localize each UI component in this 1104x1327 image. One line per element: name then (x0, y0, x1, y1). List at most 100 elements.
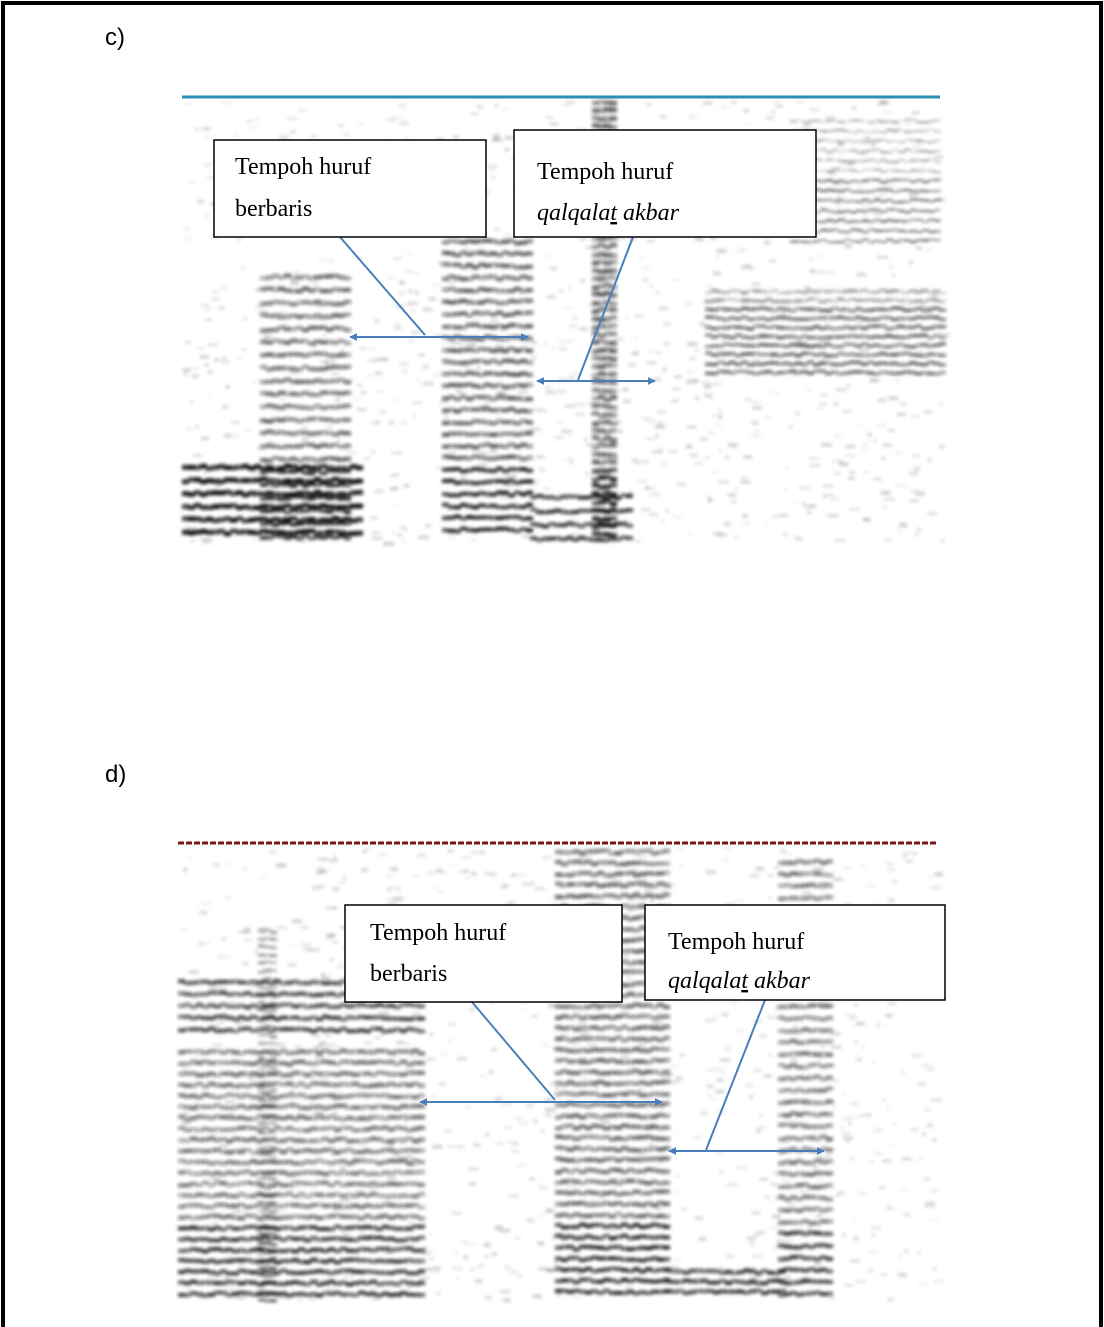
spectrogram-texture (712, 413, 716, 418)
spectrogram-texture (218, 503, 225, 509)
spectrogram-texture (357, 121, 363, 126)
spectrogram-texture (478, 443, 485, 448)
spectrogram-texture (897, 299, 904, 303)
spectrogram-texture (302, 364, 309, 369)
spectrogram-texture (826, 170, 833, 173)
spectrogram-texture (212, 1222, 218, 1225)
spectrogram-texture (334, 1224, 341, 1229)
spectrogram-texture (844, 130, 851, 133)
spectrogram-texture (190, 1171, 197, 1176)
spectrogram-texture (292, 1257, 299, 1262)
spectrogram-texture (232, 1204, 239, 1209)
spectrogram-texture (841, 1092, 846, 1096)
spectrogram-texture (514, 490, 521, 495)
spectrogram-texture (615, 895, 622, 900)
spectrogram-texture (340, 1198, 351, 1202)
spectrogram-texture (178, 1204, 185, 1209)
spectrogram-texture (326, 443, 333, 448)
spectrogram-texture (610, 442, 617, 448)
spectrogram-texture (717, 307, 724, 311)
spectrogram-texture (190, 1258, 197, 1263)
spectrogram-texture (358, 1182, 365, 1187)
spectrogram-texture (927, 315, 934, 319)
spectrogram-texture (789, 342, 796, 346)
spectrogram-texture (802, 240, 809, 243)
spectrogram-texture (394, 1115, 401, 1120)
spectrogram-texture (320, 390, 327, 395)
spectrogram-texture (190, 1193, 197, 1198)
spectrogram-texture (466, 468, 473, 473)
spectrogram-texture (290, 327, 297, 332)
spectrogram-texture (751, 1255, 762, 1258)
spectrogram-texture (298, 1236, 305, 1241)
spectrogram-texture (425, 1267, 434, 1272)
spectrogram-texture (314, 416, 321, 421)
spectrogram-texture (502, 358, 509, 363)
spectrogram-texture (478, 480, 485, 485)
spectrogram-texture (671, 514, 676, 517)
spectrogram-texture (208, 1061, 215, 1066)
spectrogram-texture (308, 504, 315, 510)
spectrogram-texture (604, 235, 611, 241)
spectrogram-texture (208, 1016, 215, 1021)
spectrogram-texture (340, 1003, 347, 1008)
spectrogram-texture (787, 1202, 796, 1207)
spectrogram-texture (272, 483, 279, 488)
spectrogram-texture (316, 1237, 323, 1242)
spectrogram-texture (256, 1216, 263, 1221)
spectrogram-texture (202, 1249, 209, 1254)
spectrogram-texture (226, 1160, 233, 1165)
spectrogram-texture (302, 470, 309, 475)
spectrogram-texture (236, 529, 243, 535)
spectrogram-texture (358, 1192, 365, 1197)
spectrogram-texture (779, 849, 786, 852)
spectrogram-texture (837, 335, 844, 339)
spectrogram-texture (759, 316, 766, 320)
spectrogram-texture (370, 1060, 377, 1065)
spectrogram-texture (508, 238, 515, 243)
spectrogram-texture (577, 1022, 587, 1026)
spectrogram-texture (341, 1232, 349, 1237)
spectrogram-texture (610, 124, 617, 130)
spectrogram-texture (184, 341, 192, 344)
spectrogram-texture (301, 943, 312, 946)
spectrogram-texture (910, 218, 917, 221)
spectrogram-texture (453, 1251, 460, 1256)
spectrogram-texture (477, 105, 484, 109)
spectrogram-texture (266, 367, 273, 372)
spectrogram-texture (898, 178, 905, 181)
spectrogram-texture (928, 218, 935, 221)
spectrogram-texture (308, 288, 315, 293)
spectrogram-texture (886, 1107, 891, 1111)
spectrogram-texture (304, 981, 311, 986)
spectrogram-texture (379, 409, 386, 414)
spectrogram-texture (610, 383, 620, 387)
spectrogram-texture (224, 1275, 229, 1280)
spectrogram-texture (592, 108, 599, 114)
spectrogram-texture (332, 1097, 336, 1101)
spectrogram-texture (922, 140, 929, 143)
spectrogram-texture (610, 394, 617, 400)
spectrogram-texture (604, 509, 611, 515)
spectrogram-texture (405, 1042, 410, 1046)
spectrogram-texture (238, 930, 250, 934)
spectrogram-texture (308, 442, 315, 447)
spectrogram-texture (426, 1057, 436, 1061)
spectrogram-texture (476, 366, 481, 370)
spectrogram-texture (927, 372, 934, 376)
spectrogram-texture (290, 275, 297, 280)
spectrogram-texture (262, 1205, 269, 1210)
spectrogram-texture (604, 260, 611, 266)
spectrogram-texture (817, 1156, 827, 1160)
spectrogram-texture (496, 372, 503, 377)
spectrogram-texture (914, 532, 919, 536)
spectrogram-texture (208, 1026, 215, 1031)
spectrogram-texture (388, 1115, 395, 1120)
spectrogram-texture (316, 1278, 321, 1282)
spectrogram-texture (334, 1159, 341, 1164)
spectrogram-texture (334, 981, 341, 986)
spectrogram-texture (735, 333, 742, 337)
spectrogram-texture (220, 1259, 227, 1264)
spectrogram-texture (598, 291, 605, 297)
spectrogram-texture (194, 516, 201, 522)
